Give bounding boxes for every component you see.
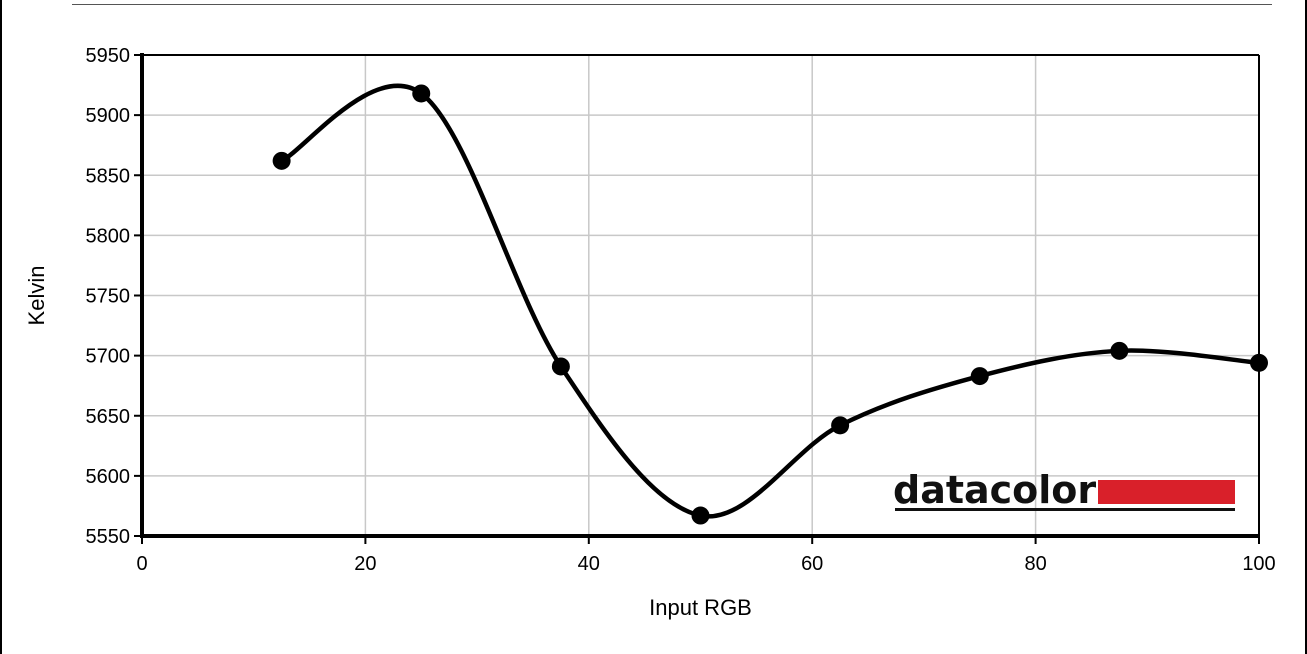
y-tick-label: 5700 [86,346,131,368]
y-tick-label: 5800 [86,225,131,247]
y-tick-label: 5650 [86,406,131,428]
x-tick-label: 80 [1024,553,1046,575]
y-axis-title: Kelvin [24,266,49,326]
data-point [412,84,431,103]
logo-wordmark: datacolor [893,468,1096,512]
data-point [831,416,850,435]
y-tick-label: 5850 [86,165,131,187]
x-tick-label: 100 [1242,553,1275,575]
x-tick-label: 0 [136,553,147,575]
x-tick-label: 60 [801,553,823,575]
data-point [970,367,989,386]
logo-red-bar [1098,480,1235,504]
data-point [272,151,291,170]
x-tick-label: 40 [578,553,600,575]
x-axis-title: Input RGB [649,595,752,620]
y-axis-ticks: 5550 5600 5650 5700 5750 5800 5850 5900 5950 [86,45,142,548]
data-points [272,84,1268,525]
y-tick-label: 5600 [86,466,131,488]
grid [142,54,1260,536]
y-tick-label: 5950 [86,45,131,67]
top-border [72,0,1272,5]
data-point [1250,353,1268,372]
logo-underline [895,508,1235,511]
y-tick-label: 5750 [86,286,131,308]
data-point [1110,341,1129,360]
datacolor-logo: datacolor [893,468,1235,512]
x-axis-ticks: 0 20 40 60 80 100 [136,536,1276,575]
series-line [279,83,1262,519]
y-tick-label: 5550 [86,526,131,548]
data-point [551,357,570,376]
data-point [691,506,710,525]
y-tick-label: 5900 [86,105,131,127]
x-tick-label: 20 [354,553,376,575]
